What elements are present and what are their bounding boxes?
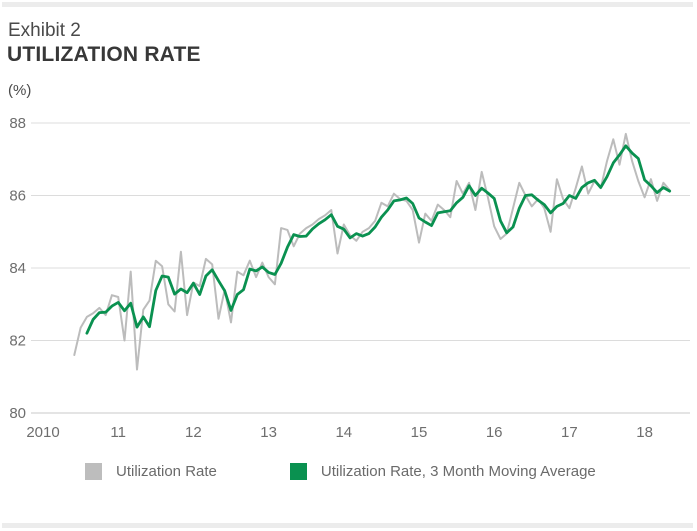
chart-legend: Utilization Rate Utilization Rate, 3 Mon…: [85, 463, 596, 480]
legend-label: Utilization Rate, 3 Month Moving Average: [320, 463, 596, 480]
x-tick-label-13: 13: [260, 424, 277, 441]
bottom-divider: [2, 523, 693, 528]
legend-swatch-gray: [85, 463, 102, 480]
y-tick-label-88: 88: [9, 115, 26, 132]
axis-unit-label: (%): [8, 82, 32, 99]
x-tick-label-18: 18: [636, 424, 653, 441]
x-tick-label-2010: 2010: [26, 424, 59, 441]
x-tick-label-14: 14: [335, 424, 352, 441]
x-tick-label-16: 16: [486, 424, 503, 441]
series-line-utilization-rate-3-month-moving-average: [85, 144, 672, 335]
legend-item-moving-average: Utilization Rate, 3 Month Moving Average: [289, 463, 596, 480]
legend-label: Utilization Rate: [116, 463, 217, 480]
y-tick-label-80: 80: [9, 405, 26, 422]
legend-swatch-green: [289, 463, 307, 480]
y-tick-label-84: 84: [9, 260, 26, 277]
y-tick-label-82: 82: [9, 333, 26, 350]
page-title: UTILIZATION RATE: [7, 43, 201, 66]
series-line-utilization-rate: [73, 132, 671, 371]
legend-item-utilization-rate: Utilization Rate: [85, 463, 217, 480]
y-tick-label-86: 86: [9, 188, 26, 205]
x-tick-label-15: 15: [411, 424, 428, 441]
x-tick-label-11: 11: [110, 424, 126, 441]
exhibit-label: Exhibit 2: [8, 20, 81, 41]
top-divider: [2, 2, 693, 7]
x-tick-label-12: 12: [185, 424, 202, 441]
x-tick-label-17: 17: [561, 424, 578, 441]
